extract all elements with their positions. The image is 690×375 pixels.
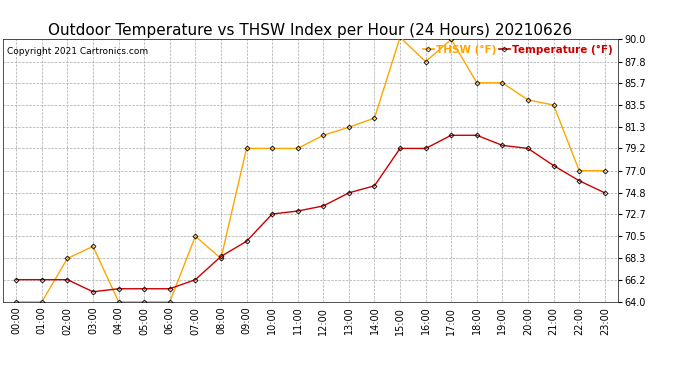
Title: Outdoor Temperature vs THSW Index per Hour (24 Hours) 20210626: Outdoor Temperature vs THSW Index per Ho… xyxy=(48,23,573,38)
Text: Copyright 2021 Cartronics.com: Copyright 2021 Cartronics.com xyxy=(6,47,148,56)
Legend: THSW (°F), Temperature (°F): THSW (°F), Temperature (°F) xyxy=(423,45,612,55)
